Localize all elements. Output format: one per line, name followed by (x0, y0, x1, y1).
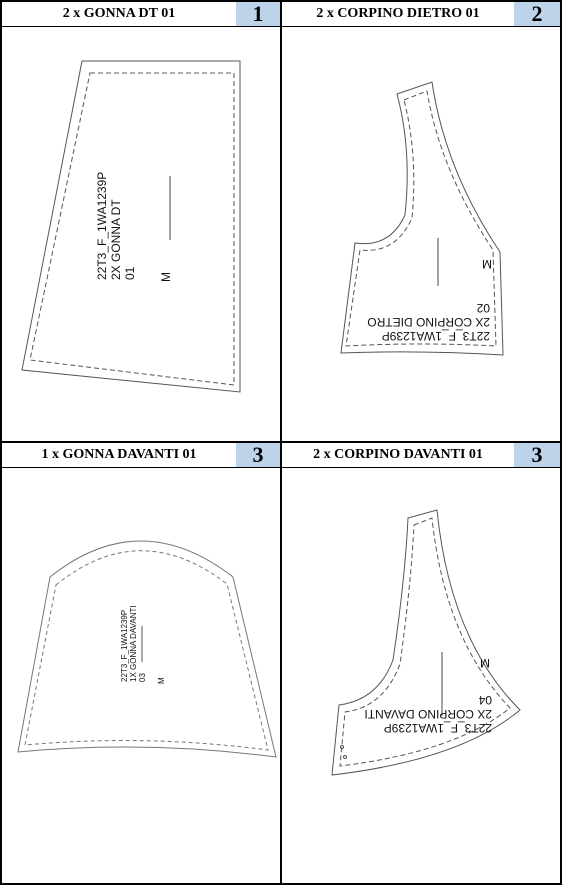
notch-mark (340, 745, 344, 749)
seam-line (339, 517, 511, 767)
size-label: M (482, 257, 492, 271)
panel-4-number: 3 (514, 442, 560, 467)
seam-line (345, 90, 497, 347)
piece-name: 2X CORPINO DIETRO (367, 315, 490, 329)
piece-number: 03 (138, 673, 147, 682)
header-rule-bottom (0, 467, 562, 468)
panel-4-title: 2 x CORPINO DAVANTI 01 (313, 447, 483, 462)
seam-line (29, 72, 235, 386)
notch-mark (343, 755, 347, 759)
panel-2-number: 2 (514, 1, 560, 26)
cut-line (340, 81, 504, 356)
cut-line (331, 509, 521, 776)
size-label: M (159, 272, 173, 282)
piece-number: 01 (123, 266, 137, 280)
piece-name: 2X CORPINO DAVANTI (364, 707, 492, 721)
piece-code: 22T3_F_1WA1239P (120, 610, 129, 682)
seam-line (24, 550, 269, 751)
header-rule-top (0, 26, 562, 27)
piece-number: 04 (478, 693, 492, 707)
size-label: M (157, 677, 166, 684)
panel-1-number: 1 (236, 1, 280, 26)
piece-code: 22T3_F_1WA1239P (384, 721, 492, 735)
cut-line (17, 540, 277, 758)
cut-line (21, 60, 241, 393)
panel-3-title: 1 x GONNA DAVANTI 01 (41, 447, 197, 462)
panel-2-title: 2 x CORPINO DIETRO 01 (316, 6, 480, 21)
piece-number: 02 (476, 301, 490, 315)
piece-name: 2X GONNA DT (109, 199, 123, 280)
size-label: M (480, 656, 490, 670)
panel-1-title: 2 x GONNA DT 01 (62, 6, 176, 21)
piece-name: 1X GONNA DAVANTI (129, 605, 138, 682)
panel-3-number: 3 (236, 442, 280, 467)
piece-code: 22T3_F_1WA1239P (382, 329, 490, 343)
divider-horizontal (0, 441, 562, 443)
piece-code: 22T3_F_1WA1239P (95, 172, 109, 280)
